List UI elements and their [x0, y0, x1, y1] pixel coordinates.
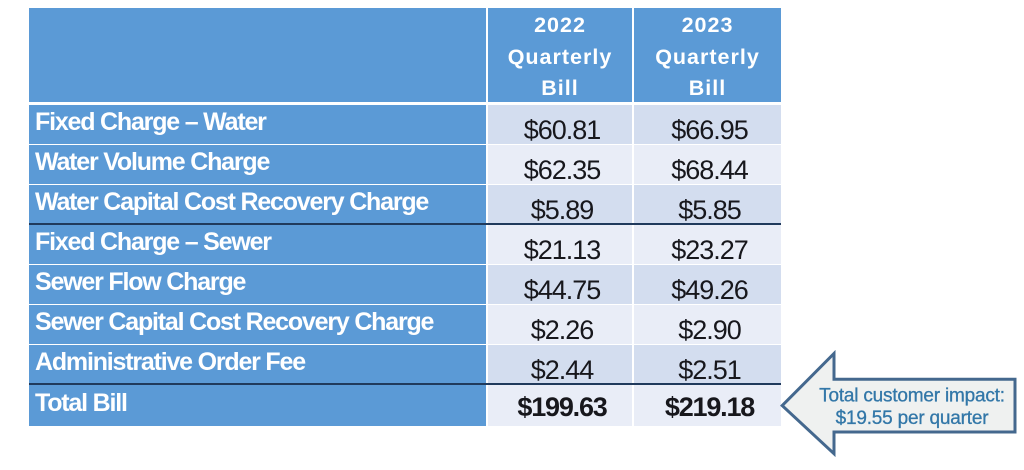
svg-text:$19.55 per quarter: $19.55 per quarter — [836, 408, 990, 429]
svg-text:Total customer impact:: Total customer impact: — [819, 386, 1005, 407]
